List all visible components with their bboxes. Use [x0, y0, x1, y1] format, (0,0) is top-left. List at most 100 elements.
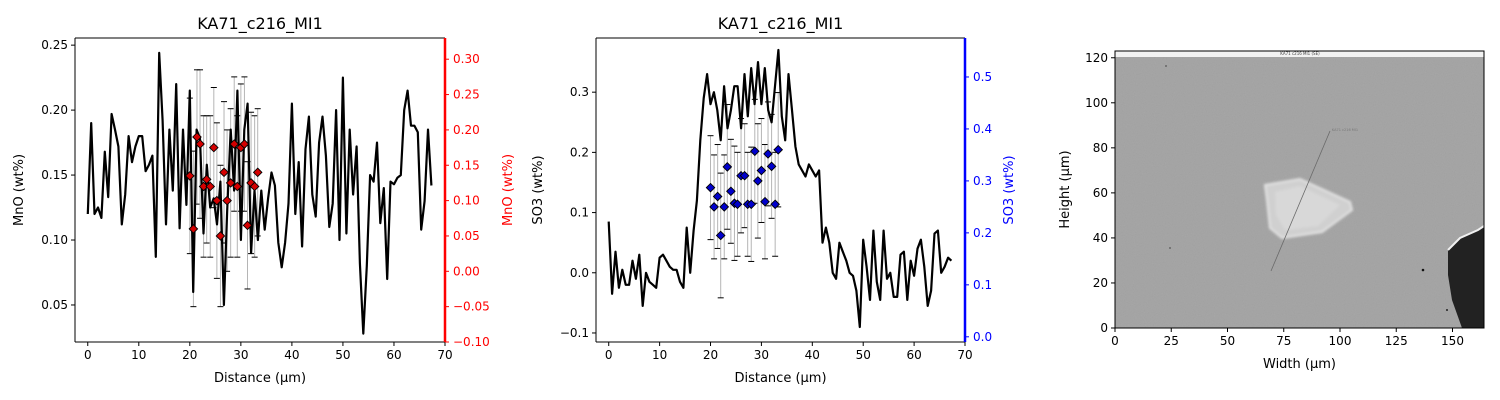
x-tick-label: 30	[754, 348, 769, 362]
data-point	[773, 144, 784, 155]
data-point	[753, 176, 763, 186]
y-tick-label: 0.10	[41, 233, 68, 247]
x-tick-label: 50	[856, 348, 871, 362]
series-line	[86, 51, 433, 335]
plot-area	[607, 48, 953, 329]
x-tick-label: 10	[652, 348, 667, 362]
chart-title: KA71_c216_MI1	[718, 14, 844, 34]
y-right-tick-label: 0.20	[453, 123, 480, 137]
x-tick-label: 60	[906, 348, 921, 362]
data-point	[215, 231, 226, 241]
data-point	[715, 230, 726, 241]
data-point	[763, 149, 773, 159]
data-point	[712, 191, 723, 202]
data-point	[225, 178, 236, 188]
data-point	[201, 174, 212, 185]
y-right-tick-label: 0.15	[453, 158, 480, 172]
y-right-tick-label: 0.3	[973, 174, 992, 188]
x-tick-label: 70	[437, 348, 452, 362]
data-point	[705, 182, 716, 193]
speck	[1169, 247, 1171, 249]
x-tick-label: 150	[1441, 334, 1464, 348]
y-right-tick-label: 0.1	[973, 278, 992, 292]
data-point	[760, 196, 770, 207]
y-axis-label: SO3 (wt%)	[531, 155, 546, 224]
x-tick-label: 10	[131, 348, 146, 362]
y-right-tick-label: −0.10	[453, 335, 490, 349]
y-tick-label: 80	[1093, 141, 1108, 155]
data-point	[732, 199, 743, 210]
y-right-tick-label: 0.25	[453, 88, 480, 102]
y-right-tick-label: 0.4	[973, 122, 992, 136]
data-point	[726, 186, 736, 197]
y-right-tick-label: −0.05	[453, 300, 490, 314]
data-point	[252, 167, 263, 178]
data-point	[229, 139, 240, 149]
y-tick-label: 0.2	[570, 145, 589, 159]
data-point	[746, 199, 757, 210]
y-tick-label: 0	[1100, 321, 1108, 335]
x-tick-label: 25	[1164, 334, 1179, 348]
data-point	[719, 202, 730, 212]
y-right-tick-label: 0.2	[973, 226, 992, 240]
y-tick-label: 0.15	[41, 168, 68, 182]
x-tick-label: 50	[1220, 334, 1235, 348]
data-point	[249, 181, 260, 192]
y-tick-label: −0.1	[560, 326, 589, 340]
y-right-tick-label: 0.5	[973, 70, 992, 84]
y-right-tick-label: 0.00	[453, 264, 480, 278]
data-point	[770, 199, 780, 210]
speck	[1446, 309, 1448, 311]
speck	[1421, 268, 1425, 272]
dark-region-rim	[1447, 225, 1484, 251]
x-tick-label: 125	[1385, 334, 1408, 348]
y-tick-label: 0.1	[570, 206, 589, 220]
y-tick-label: 120	[1085, 51, 1108, 65]
x-axis-label: Distance (µm)	[734, 371, 826, 386]
chart-panel-2: KA71_c216_MI1 0 10 20 30 40 50 60 70 −0.1 0.0 0.1 0.…	[531, 14, 1017, 386]
x-tick-label: 75	[1276, 334, 1291, 348]
x-tick-label: 40	[805, 348, 820, 362]
data-point	[739, 170, 750, 181]
data-point	[188, 224, 199, 234]
x-axis-label: Width (µm)	[1263, 357, 1336, 372]
y-right-axis-label: SO3 (wt%)	[1002, 155, 1017, 224]
plot-area	[86, 51, 433, 335]
x-tick-label: 20	[182, 348, 197, 362]
chart-title: KA71_c216_MI1	[197, 14, 323, 34]
y-right-tick-label: 0.30	[453, 52, 480, 66]
data-point	[222, 195, 232, 206]
x-tick-label: 70	[957, 348, 972, 362]
data-point	[242, 220, 253, 231]
data-point	[184, 171, 195, 181]
x-tick-label: 60	[386, 348, 401, 362]
data-point	[212, 195, 222, 206]
inclusion-core	[1275, 186, 1340, 230]
y-right-tick-label: 0.0	[973, 330, 992, 344]
data-point	[208, 142, 219, 153]
data-point	[232, 181, 243, 192]
y-right-tick-label: 0.05	[453, 229, 480, 243]
data-point	[195, 139, 205, 149]
x-axis-label: Distance (µm)	[214, 371, 306, 386]
x-tick-label: 40	[284, 348, 299, 362]
data-point	[192, 132, 202, 142]
data-point	[749, 146, 760, 157]
data-point	[722, 162, 733, 172]
image-frame	[1114, 50, 1485, 329]
series-line	[607, 48, 953, 329]
data-point	[766, 161, 777, 172]
chart-panel-1: KA71_c216_MI1 0 10 20 30 40 50 60 70 0.05 0.10 0.15…	[12, 14, 516, 386]
x-tick-label: 0	[1111, 334, 1119, 348]
x-tick-label: 30	[233, 348, 248, 362]
data-point	[756, 165, 767, 176]
x-tick-label: 50	[335, 348, 350, 362]
y-tick-label: 0.25	[41, 38, 68, 52]
y-tick-label: 60	[1093, 186, 1108, 200]
data-point	[205, 181, 216, 192]
x-tick-label: 0	[605, 348, 613, 362]
y-tick-label: 0.0	[570, 266, 589, 280]
sem-image: KA71 c216 MI1 (SE) KA71 c216 MI1	[1115, 51, 1484, 328]
image-panel: KA71 c216 MI1 (SE) KA71 c216 MI1 0 25 50 75 10…	[1058, 50, 1485, 372]
